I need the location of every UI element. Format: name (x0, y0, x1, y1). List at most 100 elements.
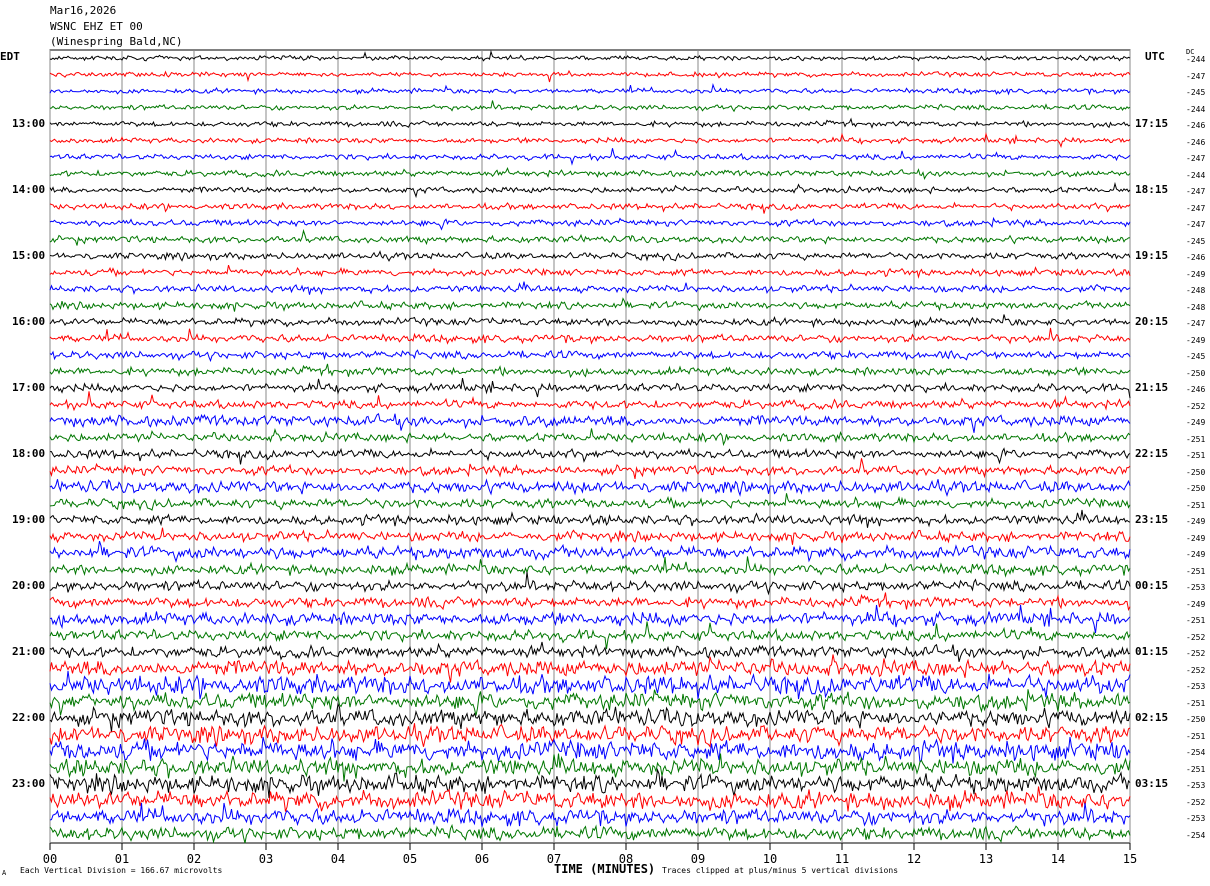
dc-offset-label: -247 (1186, 71, 1206, 81)
dc-offset-label: -249 (1186, 533, 1206, 543)
x-tick-label: 13 (979, 852, 993, 866)
seismic-trace (49, 592, 1131, 612)
seismic-trace (49, 556, 1131, 578)
dc-offset-label: -247 (1186, 203, 1206, 213)
plot-date: Mar16,2026 (50, 4, 117, 17)
seismic-trace (49, 148, 1131, 166)
edt-time-label: 16:00 (12, 315, 46, 328)
dc-offset-label: -251 (1186, 566, 1206, 576)
utc-time-label: 03:15 (1135, 777, 1169, 790)
dc-offset-label: -250 (1186, 467, 1206, 477)
seismic-trace (49, 117, 1131, 129)
dc-offset-label: -251 (1186, 698, 1206, 708)
dc-offset-label: -250 (1186, 368, 1206, 378)
dc-offset-label: -249 (1186, 418, 1206, 427)
seismic-trace (49, 670, 1131, 700)
seismic-trace (49, 132, 1131, 149)
dc-offset-label: -244 (1186, 104, 1206, 114)
dc-offset-label: -252 (1186, 665, 1206, 675)
x-tick-label: 04 (331, 852, 345, 866)
seismic-trace (49, 823, 1131, 844)
dc-offset-label: -250 (1186, 715, 1206, 724)
edt-time-label: 18:00 (12, 447, 46, 460)
dc-offset-label: -245 (1186, 236, 1206, 246)
dc-offset-label: -248 (1186, 286, 1206, 295)
dc-offset-label: -247 (1186, 154, 1206, 163)
dc-offset-label: -251 (1186, 434, 1206, 444)
seismic-trace (49, 493, 1131, 512)
scale-note: Each Vertical Division = 166.67 microvol… (20, 866, 223, 875)
seismic-trace (49, 297, 1131, 312)
seismic-trace (49, 768, 1131, 799)
dc-offset-label: -246 (1186, 121, 1206, 130)
dc-offset-label: -245 (1186, 352, 1206, 361)
seismic-trace (50, 446, 1131, 465)
x-tick-label: 00 (43, 852, 57, 866)
dc-offset-label: -247 (1186, 220, 1206, 229)
edt-time-label: 21:00 (12, 645, 46, 658)
plot-frame (49, 49, 1131, 844)
dc-offset-label: -246 (1186, 253, 1206, 262)
edt-time-label: 13:00 (12, 117, 46, 130)
seismic-trace (49, 377, 1131, 399)
seismic-trace (49, 604, 1131, 634)
seismic-trace (49, 641, 1131, 662)
dc-title: DC (1186, 48, 1195, 56)
x-axis-label: TIME (MINUTES) (554, 862, 656, 876)
edt-time-label: 19:00 (12, 513, 46, 526)
dc-offset-label: -249 (1186, 550, 1206, 559)
seismic-trace (49, 478, 1131, 498)
dc-offset-label: -253 (1186, 583, 1206, 592)
utc-axis-title: UTC (1145, 50, 1165, 63)
dc-offset-label: -252 (1186, 649, 1206, 658)
edt-time-label: 17:00 (12, 381, 46, 394)
x-tick-label: 02 (187, 852, 201, 866)
corner-mark: A (2, 869, 7, 877)
dc-offset-label: -244 (1186, 55, 1206, 64)
seismic-trace (49, 527, 1131, 545)
dc-offset-label: -253 (1186, 682, 1206, 691)
station-code: WSNC EHZ ET 00 (50, 20, 143, 33)
utc-time-label: 20:15 (1135, 315, 1169, 328)
seismic-trace (49, 458, 1131, 480)
seismic-trace (49, 571, 1131, 596)
seismic-trace (49, 689, 1131, 716)
seismic-trace (49, 281, 1131, 295)
dc-offset-label: -254 (1186, 748, 1206, 757)
seismic-trace (49, 391, 1131, 412)
dc-offset-label: -254 (1186, 830, 1206, 840)
dc-offset-label: -252 (1186, 401, 1206, 411)
clip-note: Traces clipped at plus/minus 5 vertical … (662, 866, 899, 875)
utc-time-label: 01:15 (1135, 645, 1169, 658)
x-tick-label: 15 (1123, 852, 1137, 866)
x-tick-label: 03 (259, 852, 273, 866)
seismic-trace (49, 654, 1131, 683)
utc-time-label: 22:15 (1135, 447, 1169, 460)
seismic-trace (49, 201, 1131, 214)
x-tick-label: 14 (1051, 852, 1065, 866)
station-location: (Winespring Bald,NC) (50, 35, 183, 48)
seismic-trace (49, 702, 1131, 733)
seismic-trace (49, 349, 1131, 363)
seismic-trace (49, 540, 1131, 563)
utc-time-label: 17:15 (1135, 117, 1169, 130)
x-tick-label: 05 (403, 852, 417, 866)
seismic-trace (49, 786, 1131, 812)
dc-offset-label: -249 (1186, 599, 1206, 609)
dc-offset-label: -248 (1186, 302, 1206, 312)
dc-offset-label: -251 (1186, 731, 1206, 741)
dc-offset-label: -246 (1186, 137, 1206, 147)
edt-time-label: 15:00 (12, 249, 46, 262)
utc-time-label: 19:15 (1135, 249, 1169, 262)
utc-time-label: 21:15 (1135, 381, 1169, 394)
dc-offset-label: -244 (1186, 170, 1206, 180)
x-tick-label: 06 (475, 852, 489, 866)
dc-offset-label: -249 (1186, 517, 1206, 526)
dc-offset-label: -245 (1186, 88, 1206, 97)
seismic-trace (49, 83, 1131, 96)
dc-offset-label: -247 (1186, 187, 1206, 196)
seismic-trace (49, 216, 1131, 231)
dc-offset-label: -246 (1186, 385, 1206, 394)
seismic-trace (49, 412, 1131, 433)
